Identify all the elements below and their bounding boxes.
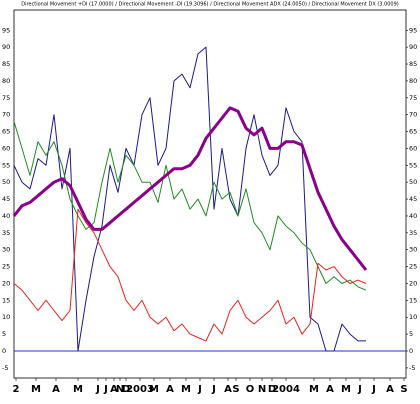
x-tick-label: N [116,384,124,395]
y-tick-label: 15 [2,296,10,304]
x-tick-label: O [246,384,255,395]
x-tick-label: J [211,384,216,395]
x-tick-label: M [181,384,191,395]
series-line [12,106,368,271]
x-tick-label: J [103,384,108,395]
x-tick-label: 2003 [126,384,154,395]
y-tick-label: 80 [2,77,10,85]
y-tick-label: 70 [2,111,10,119]
y-tick-label-right: 45 [409,195,417,203]
y-tick-label: 30 [2,246,10,254]
x-tick-label: S [400,384,407,395]
y-tick-label: 85 [2,60,10,68]
y-tick-label-right: 15 [409,296,417,304]
y-tick-label: 10 [2,313,10,321]
y-tick-label: 45 [2,195,10,203]
chart-title: Directional Movement +DI (17.0000) / Dir… [21,2,399,8]
y-tick-label-right: 85 [409,60,417,68]
x-tick-label: D [122,384,130,395]
y-tick-label-right: -5 [409,364,415,372]
y-tick-label: 60 [2,144,10,152]
x-tick-label: A [326,384,334,395]
y-tick-label: 0 [2,347,6,355]
x-tick-label: 2004 [272,384,300,395]
x-tick-label: D [268,384,276,395]
y-tick-label-right: 0 [409,347,413,355]
y-tick-label: 90 [2,43,10,51]
x-tick-label: M [341,384,351,395]
x-tick-label: A [224,384,232,395]
x-tick-label: S [232,384,239,395]
y-tick-label: 75 [2,94,10,102]
y-tick-label-right: 70 [409,111,417,119]
x-tick-label: J [95,384,100,395]
series-line [13,208,367,342]
y-tick-label-right: 80 [409,77,417,85]
y-tick-label-right: 35 [409,229,417,237]
x-tick-label: M [31,384,41,395]
x-tick-label: A [110,384,118,395]
y-tick-label-right: 50 [409,178,417,186]
y-tick-label: 35 [2,229,10,237]
y-tick-label: 95 [2,26,10,34]
x-tick-label: N [258,384,266,395]
y-tick-label: -5 [2,364,8,372]
y-tick-label-right: 65 [409,128,417,136]
x-tick-label: M [73,384,83,395]
y-tick-label: 5 [2,330,6,338]
y-tick-label-right: 95 [409,26,417,34]
y-tick-label-right: 30 [409,246,417,254]
y-tick-label: 25 [2,263,10,271]
y-tick-label-right: 55 [409,161,417,169]
y-tick-label-right: 10 [409,313,417,321]
x-tick-label: J [197,384,202,395]
y-tick-label-right: 40 [409,212,417,220]
y-tick-label-right: 5 [409,330,413,338]
x-tick-label: A [386,384,394,395]
series-line [13,121,367,291]
x-tick-label: 2 [13,384,20,395]
x-tick-label: M [149,384,159,395]
x-tick-label: A [166,384,174,395]
y-tick-label-right: 60 [409,144,417,152]
y-tick-label-right: 75 [409,94,417,102]
y-tick-label: 55 [2,161,10,169]
plot-frame [13,9,407,379]
y-tick-label: 20 [2,279,10,287]
x-tick-label: J [357,384,362,395]
y-tick-label: 65 [2,128,10,136]
y-tick-label: 40 [2,212,10,220]
series-line [13,46,366,352]
y-tick-label-right: 90 [409,43,417,51]
y-tick-label-right: 25 [409,263,417,271]
y-tick-label: 50 [2,178,10,186]
x-tick-label: J [371,384,376,395]
x-tick-label: M [309,384,319,395]
y-tick-label-right: 20 [409,279,417,287]
x-tick-label: A [52,384,60,395]
